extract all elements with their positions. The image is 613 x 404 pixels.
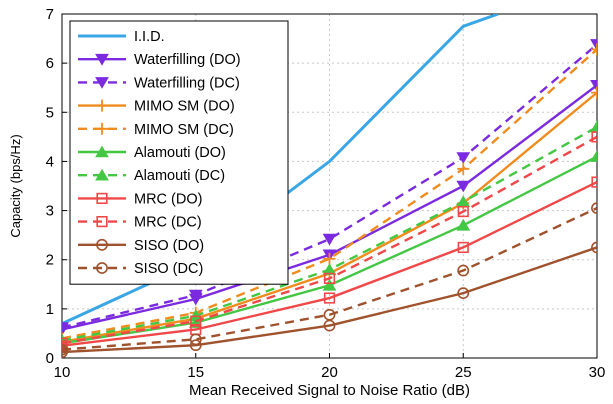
series-2 — [62, 39, 597, 334]
data-point — [323, 272, 336, 284]
legend-label: SISO (DC) — [134, 261, 203, 277]
y-tick-label: 2 — [46, 252, 54, 269]
series-line — [62, 180, 597, 347]
data-point — [457, 287, 470, 300]
legend-item: SISO (DO) — [78, 238, 204, 254]
y-axis-label: Capacity (bps/Hz) — [8, 134, 23, 237]
data-point — [457, 162, 470, 175]
legend-marker — [96, 99, 108, 112]
data-point — [457, 241, 469, 254]
data-point — [323, 308, 336, 321]
data-point — [323, 252, 336, 265]
x-tick-label: 25 — [455, 364, 472, 381]
legend-item: Alamouti (DC) — [78, 168, 225, 184]
data-point — [591, 131, 597, 143]
legend-marker — [96, 216, 108, 228]
series-line — [62, 43, 597, 329]
data-point — [456, 180, 471, 193]
y-tick-label: 3 — [46, 203, 54, 220]
data-point — [591, 241, 597, 254]
x-tick-label: 30 — [589, 364, 606, 381]
legend-marker — [96, 122, 108, 135]
series-line — [62, 207, 597, 351]
y-tick-label: 6 — [46, 55, 54, 72]
legend-label: Waterfilling (DO) — [134, 52, 241, 68]
data-point — [322, 278, 337, 291]
legend-marker — [95, 77, 109, 89]
data-point — [189, 333, 202, 346]
data-point — [456, 218, 471, 231]
y-tick-label: 7 — [46, 6, 54, 23]
legend-label: MRC (DC) — [134, 215, 202, 231]
series-line — [62, 135, 597, 345]
y-tick-label: 1 — [46, 301, 54, 318]
legend-label: I.I.D. — [134, 29, 165, 45]
legend-item: I.I.D. — [78, 29, 165, 45]
legend-item: Alamouti (DO) — [78, 145, 226, 161]
data-point — [189, 339, 202, 352]
data-point — [591, 86, 597, 99]
legend-label: MIMO SM (DO) — [134, 99, 235, 115]
legend-item: Waterfilling (DC) — [78, 75, 240, 91]
y-tick-label: 0 — [46, 350, 54, 367]
legend-item: MRC (DO) — [78, 191, 202, 207]
legend-item: MIMO SM (DO) — [78, 99, 235, 115]
legend-marker — [96, 192, 108, 205]
data-point — [590, 79, 597, 92]
data-point — [457, 264, 470, 277]
series-layer — [62, 14, 597, 358]
x-axis-label: Mean Received Signal to Noise Ratio (dB) — [189, 382, 470, 399]
legend-label: MIMO SM (DC) — [134, 122, 234, 138]
x-axis-ticks: 10 15 20 25 30 — [54, 353, 606, 381]
legend-item: SISO (DC) — [78, 261, 203, 277]
series-8 — [62, 131, 597, 349]
data-point — [322, 233, 337, 246]
y-axis-ticks: 0 1 2 3 4 5 6 7 — [46, 6, 67, 367]
series-7 — [62, 176, 597, 352]
data-point — [190, 315, 202, 327]
data-point — [591, 43, 597, 56]
legend-item: MIMO SM (DC) — [78, 122, 234, 138]
data-point — [62, 343, 68, 356]
data-point — [323, 292, 336, 304]
data-point — [591, 202, 597, 215]
y-tick-label: 4 — [46, 153, 54, 170]
legend-marker — [96, 238, 108, 251]
data-point — [62, 322, 69, 334]
legend-label: Alamouti (DC) — [134, 168, 225, 184]
data-point — [457, 205, 469, 218]
x-tick-label: 15 — [187, 364, 204, 381]
legend-marker — [95, 168, 109, 181]
legend-marker — [96, 262, 108, 274]
legend-label: SISO (DO) — [134, 238, 204, 254]
legend-item: Waterfilling (DO) — [78, 52, 241, 68]
legend-label: Waterfilling (DC) — [134, 75, 240, 91]
series-9 — [62, 241, 597, 358]
data-point — [62, 337, 68, 349]
x-tick-label: 10 — [54, 364, 71, 381]
data-point — [590, 120, 597, 133]
data-point — [188, 289, 203, 302]
legend: I.I.D. Waterfilling (DO) Waterfilling (DC)… — [69, 20, 289, 285]
series-10 — [62, 202, 597, 356]
series-line — [62, 48, 597, 340]
x-tick-label: 20 — [321, 364, 338, 381]
data-point — [590, 39, 597, 51]
legend-label: Alamouti (DO) — [134, 145, 226, 161]
y-tick-label: 5 — [46, 104, 54, 121]
legend-label: MRC (DO) — [134, 191, 202, 207]
legend-marker — [95, 53, 109, 66]
data-point — [590, 150, 597, 162]
legend-item: MRC (DC) — [78, 215, 202, 231]
data-point — [456, 152, 471, 164]
data-point — [591, 176, 597, 188]
legend-marker — [95, 145, 109, 158]
series-line — [62, 246, 597, 354]
